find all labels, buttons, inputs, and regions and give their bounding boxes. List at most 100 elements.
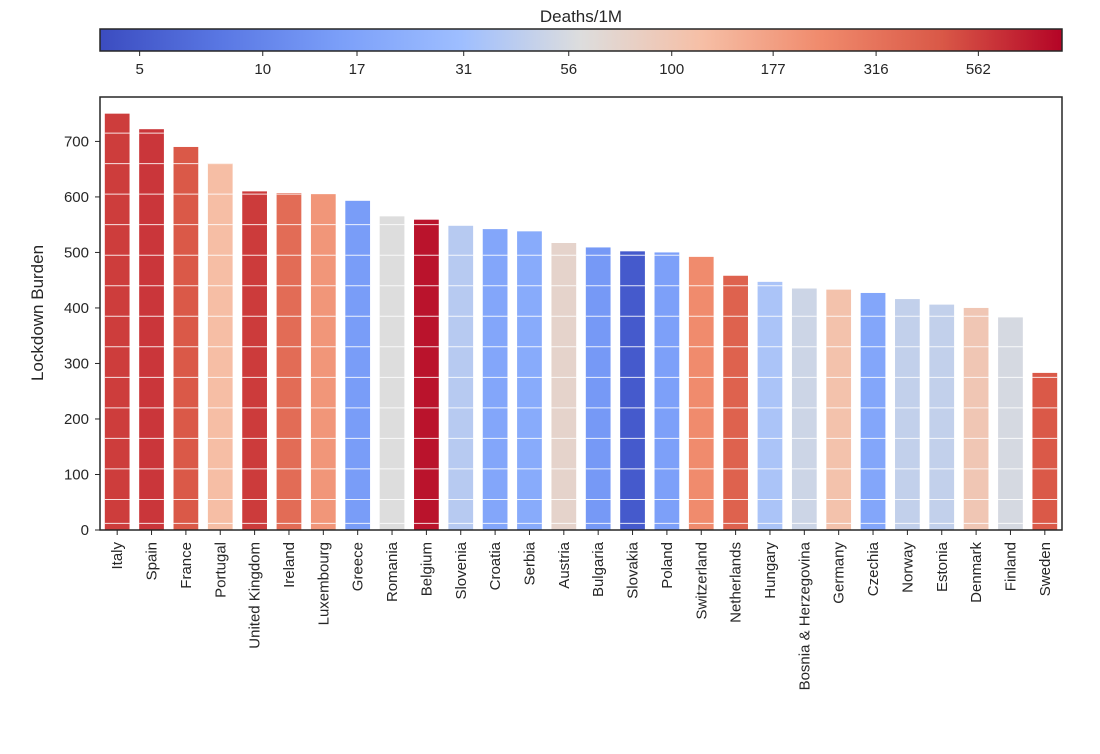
bar <box>104 113 130 531</box>
bar <box>723 275 748 530</box>
bar-czechia <box>860 292 886 530</box>
y-tick-label: 100 <box>64 466 89 483</box>
bar <box>791 288 817 530</box>
bar-ireland <box>276 193 302 531</box>
bar <box>139 129 164 530</box>
bar <box>276 193 302 531</box>
x-tick-label: Hungary <box>762 542 779 599</box>
bar <box>929 304 955 530</box>
bar <box>757 281 783 530</box>
x-tick-label: United Kingdom <box>247 542 264 649</box>
x-tick-label: Sweden <box>1037 542 1054 596</box>
bar <box>585 247 611 530</box>
bars <box>104 113 1058 531</box>
bar <box>448 225 474 531</box>
x-tick-label: Norway <box>899 542 916 593</box>
bar <box>895 299 920 530</box>
bar-luxembourg <box>310 194 336 530</box>
bar <box>998 317 1023 530</box>
bar <box>414 219 439 530</box>
x-tick-label: Switzerland <box>693 542 710 620</box>
bar-austria <box>551 242 577 530</box>
x-tick-label: Belgium <box>418 542 435 596</box>
bar-croatia <box>482 229 508 530</box>
x-tick-label: Greece <box>350 542 367 591</box>
x-tick-label: Netherlands <box>728 542 745 623</box>
y-tick-label: 0 <box>81 522 89 539</box>
bar <box>688 256 714 530</box>
colorbar <box>99 28 1063 52</box>
x-tick-label: Finland <box>1002 542 1019 591</box>
x-axis-ticks: Italy Spain France Portugal United Kingdom Ir… <box>109 530 1054 690</box>
bar-switzerland <box>688 256 714 530</box>
bar-norway <box>895 299 920 530</box>
bar-france <box>173 146 199 530</box>
y-axis-label: Lockdown Burden <box>28 245 47 381</box>
bar <box>242 191 267 530</box>
bar-slovenia <box>448 225 474 531</box>
x-tick-label: Denmark <box>968 542 985 603</box>
bar <box>482 229 508 530</box>
bar <box>551 242 577 530</box>
bar-denmark <box>963 307 989 530</box>
bar-finland <box>998 317 1023 530</box>
colorbar-tick-label: 562 <box>966 61 991 78</box>
y-tick-label: 600 <box>64 189 89 206</box>
y-tick-label: 200 <box>64 411 89 428</box>
bar-italy <box>104 113 130 531</box>
colorbar-tick-label: 31 <box>455 61 472 78</box>
y-tick-label: 500 <box>64 244 89 261</box>
y-axis-ticks: 0 100 200 300 400 500 600 700 <box>64 133 100 539</box>
bar-estonia <box>929 304 955 530</box>
y-tick-label: 400 <box>64 300 89 317</box>
bar-germany <box>826 289 852 530</box>
colorbar-tick-label: 5 <box>135 61 143 78</box>
colorbar-tick-label: 10 <box>254 61 271 78</box>
bar <box>517 231 542 531</box>
x-tick-label: Czechia <box>865 541 882 596</box>
bar <box>826 289 852 530</box>
x-tick-label: Bulgaria <box>590 541 607 597</box>
x-tick-label: Estonia <box>934 541 951 592</box>
colorbar-tick-label: 177 <box>761 61 786 78</box>
x-tick-label: Spain <box>144 542 161 580</box>
bar <box>1032 372 1058 530</box>
colorbar-tick-label: 316 <box>864 61 889 78</box>
bar <box>173 146 199 530</box>
bar <box>379 216 405 530</box>
x-tick-label: Bosnia & Herzegovina <box>796 541 813 690</box>
bar <box>860 292 886 530</box>
x-tick-label: Poland <box>659 542 676 589</box>
x-tick-label: Croatia <box>487 541 504 590</box>
x-tick-label: France <box>178 542 195 589</box>
bar-portugal <box>207 163 233 531</box>
x-tick-label: Ireland <box>281 542 298 588</box>
x-tick-label: Slovakia <box>625 541 642 598</box>
bar <box>310 194 336 530</box>
bar-spain <box>139 129 164 530</box>
bar-hungary <box>757 281 783 530</box>
colorbar-title: Deaths/1M <box>540 7 622 26</box>
plot-frame <box>99 96 1063 531</box>
bar-bulgaria <box>585 247 611 530</box>
x-tick-label: Slovenia <box>453 541 470 599</box>
x-tick-label: Germany <box>831 542 848 604</box>
bar <box>654 252 680 530</box>
bar <box>620 251 645 531</box>
bar-slovakia <box>620 251 645 531</box>
bar-belgium <box>414 219 439 530</box>
x-tick-label: Italy <box>109 542 126 570</box>
colorbar-tick-label: 56 <box>560 61 577 78</box>
x-tick-label: Austria <box>556 541 573 588</box>
bar-serbia <box>517 231 542 531</box>
bar-netherlands <box>723 275 748 530</box>
bar-united-kingdom <box>242 191 267 530</box>
colorbar-ticks: 5 10 17 31 56 100 177 316 562 <box>135 51 991 78</box>
y-tick-label: 700 <box>64 133 89 150</box>
x-tick-label: Serbia <box>521 541 538 585</box>
bar-bosnia-herzegovina <box>791 288 817 530</box>
bar-romania <box>379 216 405 530</box>
colorbar-tick-label: 100 <box>659 61 684 78</box>
